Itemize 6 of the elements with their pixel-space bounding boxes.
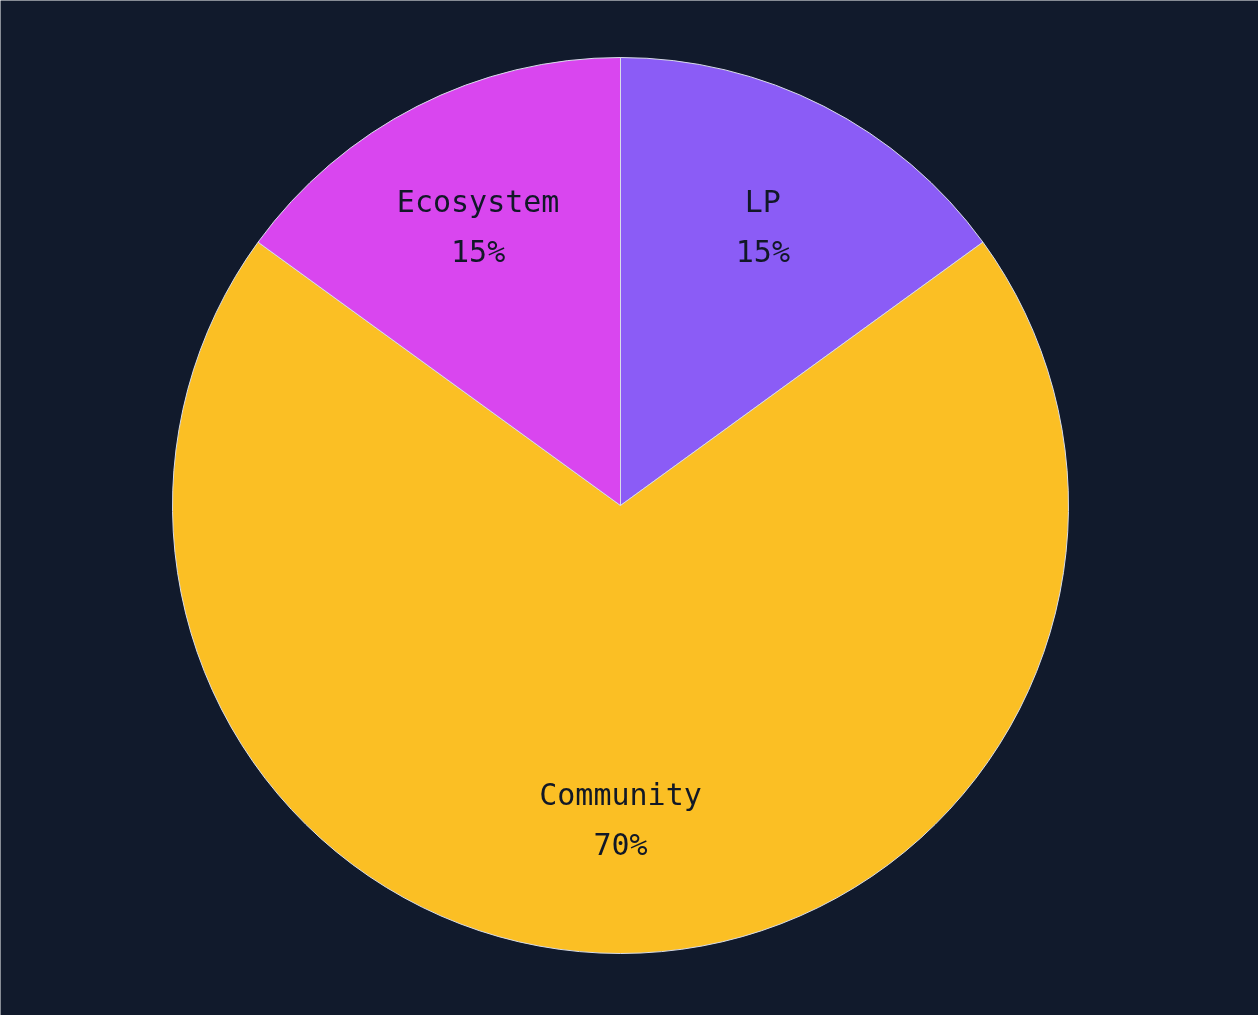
data-label: 70% — [593, 826, 648, 862]
data-label: 15% — [735, 233, 790, 269]
data-label: 15% — [451, 233, 506, 269]
slice-label: LP — [744, 183, 781, 219]
slice-label: Community — [539, 776, 702, 812]
slice-label: Ecosystem — [396, 183, 560, 219]
